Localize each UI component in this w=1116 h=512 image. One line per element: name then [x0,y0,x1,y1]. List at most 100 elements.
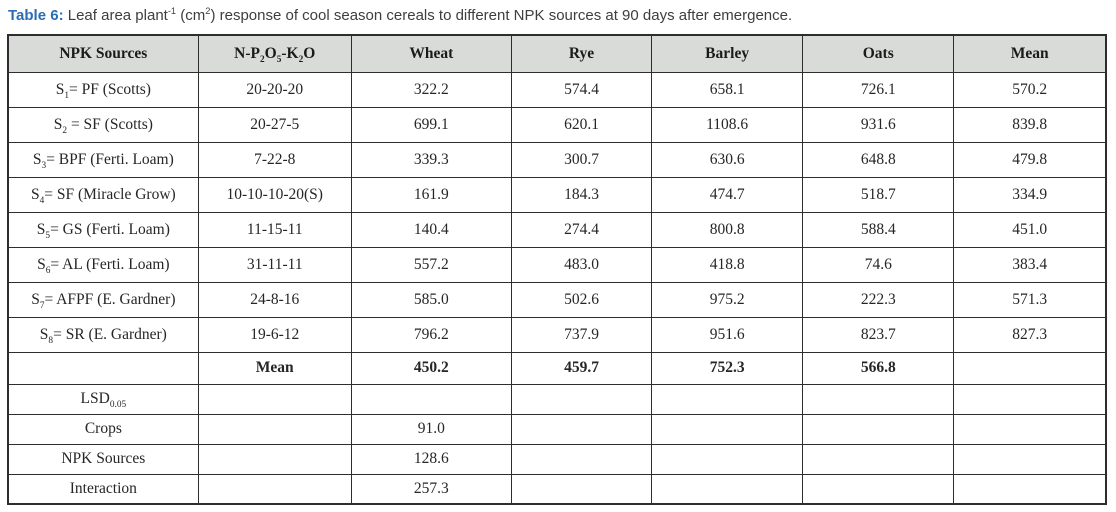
column-header: NPK Sources [7,34,199,73]
value-cell: 20-20-20 [197,71,352,108]
table-row: Interaction 257.3 [7,473,1107,505]
value-cell [197,473,352,505]
value-cell: 566.8 [802,351,955,385]
value-cell: 474.7 [651,176,804,213]
row-label-cell: S1= PF (Scotts) [7,71,199,108]
value-cell: 658.1 [651,71,804,108]
table-row: LSD0.05 [7,383,1107,415]
value-cell [802,443,955,475]
value-cell: Mean [197,351,352,385]
value-cell: 322.2 [350,71,512,108]
value-cell [350,383,512,415]
value-cell [953,473,1107,505]
value-cell [197,443,352,475]
value-cell [802,383,955,415]
value-cell: 339.3 [350,141,512,178]
table-caption-label: Table 6: [8,7,64,24]
value-cell: 931.6 [802,106,955,143]
value-cell: 975.2 [651,281,804,318]
data-table: NPK Sources N-P2O5-K2O Wheat Rye Barley Oats M… [7,34,1107,505]
table-row: S5= GS (Ferti. Loam) 11-15-11 140.4 274.4 80… [7,211,1107,248]
value-cell: 24-8-16 [197,281,352,318]
table-body: S1= PF (Scotts) 20-20-20 322.2 574.4 658.1 72… [7,71,1107,505]
value-cell: 161.9 [350,176,512,213]
value-cell: 450.2 [350,351,512,385]
value-cell: 585.0 [350,281,512,318]
value-cell: 518.7 [802,176,955,213]
value-cell: 570.2 [953,71,1107,108]
value-cell: 91.0 [350,413,512,445]
value-cell: 300.7 [510,141,653,178]
value-cell: 31-11-11 [197,246,352,283]
table-row: S2 = SF (Scotts) 20-27-5 699.1 620.1 1108.6 9… [7,106,1107,143]
value-cell: 451.0 [953,211,1107,248]
table-header: NPK Sources N-P2O5-K2O Wheat Rye Barley Oats M… [7,34,1107,73]
value-cell [802,473,955,505]
value-cell: 737.9 [510,316,653,353]
value-cell: 334.9 [953,176,1107,213]
value-cell [953,413,1107,445]
table-row: NPK Sources 128.6 [7,443,1107,475]
table-row: S1= PF (Scotts) 20-20-20 322.2 574.4 658.1 72… [7,71,1107,108]
value-cell: 19-6-12 [197,316,352,353]
row-label-cell: NPK Sources [7,443,199,475]
column-header: Wheat [350,34,512,73]
table-row: Mean 450.2 459.7 752.3 566.8 [7,351,1107,385]
table-row: S3= BPF (Ferti. Loam) 7-22-8 339.3 300.7 630… [7,141,1107,178]
value-cell: 1108.6 [651,106,804,143]
value-cell [510,383,653,415]
value-cell [510,473,653,505]
value-cell [953,443,1107,475]
value-cell [651,413,804,445]
value-cell: 274.4 [510,211,653,248]
value-cell: 800.8 [651,211,804,248]
value-cell: 459.7 [510,351,653,385]
table-row: S6= AL (Ferti. Loam) 31-11-11 557.2 483.0 41… [7,246,1107,283]
value-cell: 483.0 [510,246,653,283]
value-cell [510,443,653,475]
value-cell: 839.8 [953,106,1107,143]
row-label-cell [7,351,199,385]
value-cell [953,351,1107,385]
row-label-cell: S3= BPF (Ferti. Loam) [7,141,199,178]
table-row: S8= SR (E. Gardner) 19-6-12 796.2 737.9 951.… [7,316,1107,353]
value-cell: 20-27-5 [197,106,352,143]
value-cell [197,383,352,415]
value-cell: 951.6 [651,316,804,353]
value-cell: 257.3 [350,473,512,505]
row-label-cell: S5= GS (Ferti. Loam) [7,211,199,248]
row-label-cell: S6= AL (Ferti. Loam) [7,246,199,283]
column-header: Rye [510,34,653,73]
row-label-cell: LSD0.05 [7,383,199,415]
column-header: Mean [953,34,1107,73]
column-header: N-P2O5-K2O [197,34,352,73]
column-header: Oats [802,34,955,73]
value-cell: 726.1 [802,71,955,108]
value-cell [651,383,804,415]
value-cell: 140.4 [350,211,512,248]
value-cell: 184.3 [510,176,653,213]
row-label-cell: S2 = SF (Scotts) [7,106,199,143]
value-cell: 10-10-10-20(S) [197,176,352,213]
row-label-cell: S4= SF (Miracle Grow) [7,176,199,213]
header-row: NPK Sources N-P2O5-K2O Wheat Rye Barley Oats M… [7,34,1107,73]
table-caption: Table 6: Leaf area plant-1 (cm2) respons… [8,6,1109,26]
value-cell: 648.8 [802,141,955,178]
value-cell [197,413,352,445]
table-row: Crops 91.0 [7,413,1107,445]
row-label-cell: S7= AFPF (E. Gardner) [7,281,199,318]
value-cell [651,443,804,475]
value-cell: 827.3 [953,316,1107,353]
table-caption-text: Leaf area plant-1 (cm2) response of cool… [63,6,793,24]
value-cell: 557.2 [350,246,512,283]
value-cell: 571.3 [953,281,1107,318]
value-cell: 574.4 [510,71,653,108]
value-cell: 796.2 [350,316,512,353]
value-cell: 620.1 [510,106,653,143]
value-cell [802,413,955,445]
value-cell [510,413,653,445]
value-cell: 128.6 [350,443,512,475]
row-label-cell: S8= SR (E. Gardner) [7,316,199,353]
table-row: S7= AFPF (E. Gardner) 24-8-16 585.0 502.6 97… [7,281,1107,318]
value-cell: 418.8 [651,246,804,283]
